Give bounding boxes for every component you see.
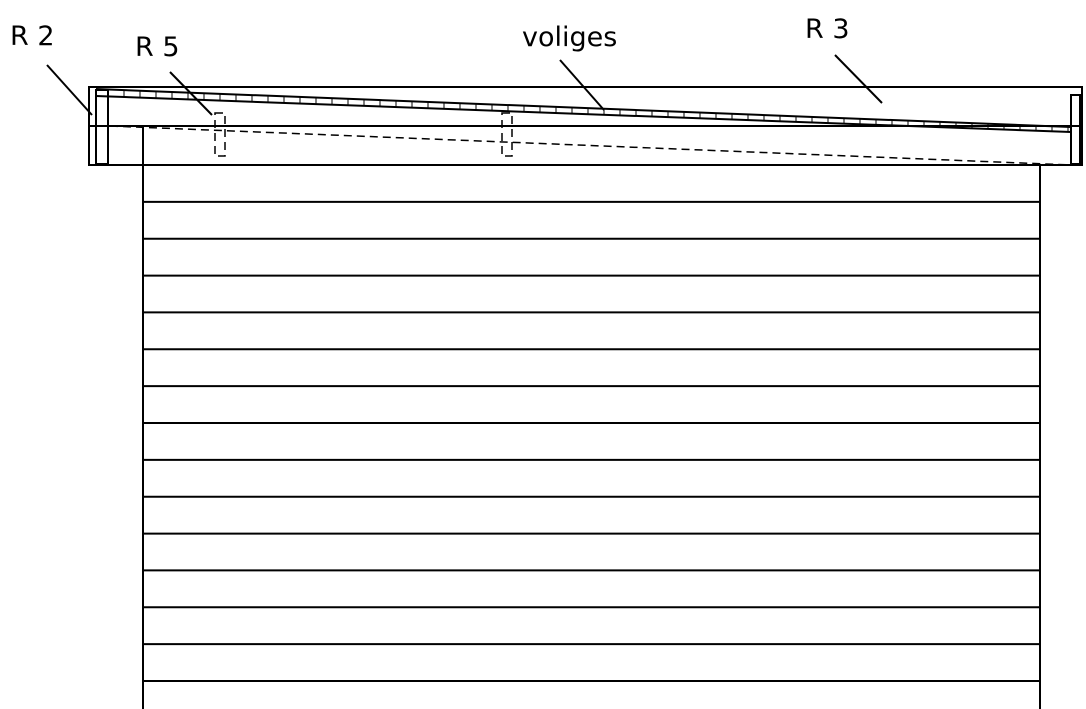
- wall: [142, 126, 1041, 709]
- voliges-boards: [95, 88, 1072, 133]
- purlin-section-r5: [214, 112, 226, 157]
- leader-voliges: [559, 59, 605, 111]
- label-r3: R 3: [805, 14, 850, 45]
- right-end-post: [1070, 94, 1081, 165]
- rafter-dashed-line: [109, 125, 1072, 166]
- leader-r2: [46, 64, 93, 116]
- label-r2: R 2: [10, 21, 55, 52]
- leader-r3: [834, 54, 883, 104]
- purlin-section-middle: [501, 112, 513, 157]
- label-voliges: voliges: [522, 22, 617, 53]
- label-r5: R 5: [135, 32, 180, 63]
